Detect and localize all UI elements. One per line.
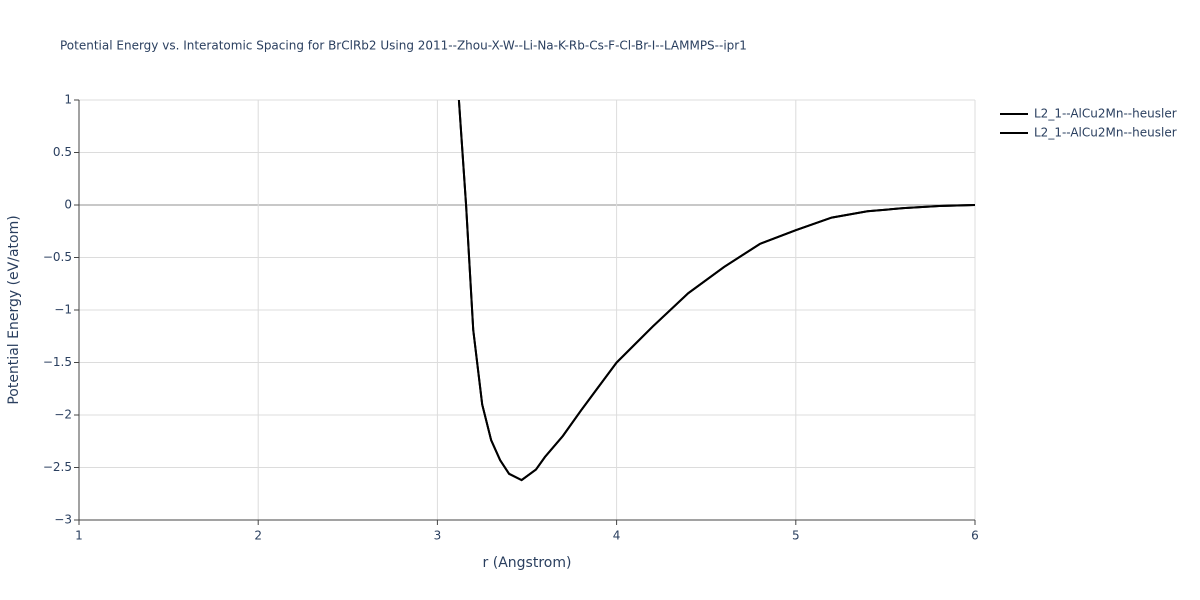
x-tick-label: 2 (254, 529, 262, 543)
grid (78, 99, 976, 521)
y-tick-label: 0 (64, 198, 72, 212)
x-tick-label: 1 (75, 529, 83, 543)
legend: L2_1--AlCu2Mn--heusler L2_1--AlCu2Mn--heu… (1000, 107, 1177, 140)
y-tick-label: 0.5 (53, 145, 72, 159)
y-tick-label: −1 (54, 303, 72, 317)
series-line (457, 100, 975, 482)
y-axis-label: Potential Energy (eV/atom) (6, 215, 22, 404)
x-tick-label: 4 (613, 529, 621, 543)
x-tick-label: 5 (792, 529, 800, 543)
y-tick-label: −0.5 (43, 250, 72, 264)
y-tick-label: −2.5 (43, 460, 72, 474)
x-tick-label: 6 (971, 529, 979, 543)
series-line (457, 100, 975, 482)
y-tick-label: −1.5 (43, 355, 72, 369)
y-tick-label: 1 (64, 93, 72, 107)
plot-area (457, 100, 975, 482)
axes: −3 −2.5 −2 −1.5 −1 −0.5 0 0.5 1 1 2 3 4 5 6 (43, 93, 979, 543)
chart-title: Potential Energy vs. Interatomic Spacing… (60, 39, 747, 53)
legend-label: L2_1--AlCu2Mn--heusler (1034, 126, 1177, 140)
x-axis-label: r (Angstrom) (483, 555, 572, 571)
y-tick-label: −3 (54, 513, 72, 527)
x-tick-label: 3 (434, 529, 442, 543)
y-tick-label: −2 (54, 408, 72, 422)
legend-label: L2_1--AlCu2Mn--heusler (1034, 107, 1177, 121)
